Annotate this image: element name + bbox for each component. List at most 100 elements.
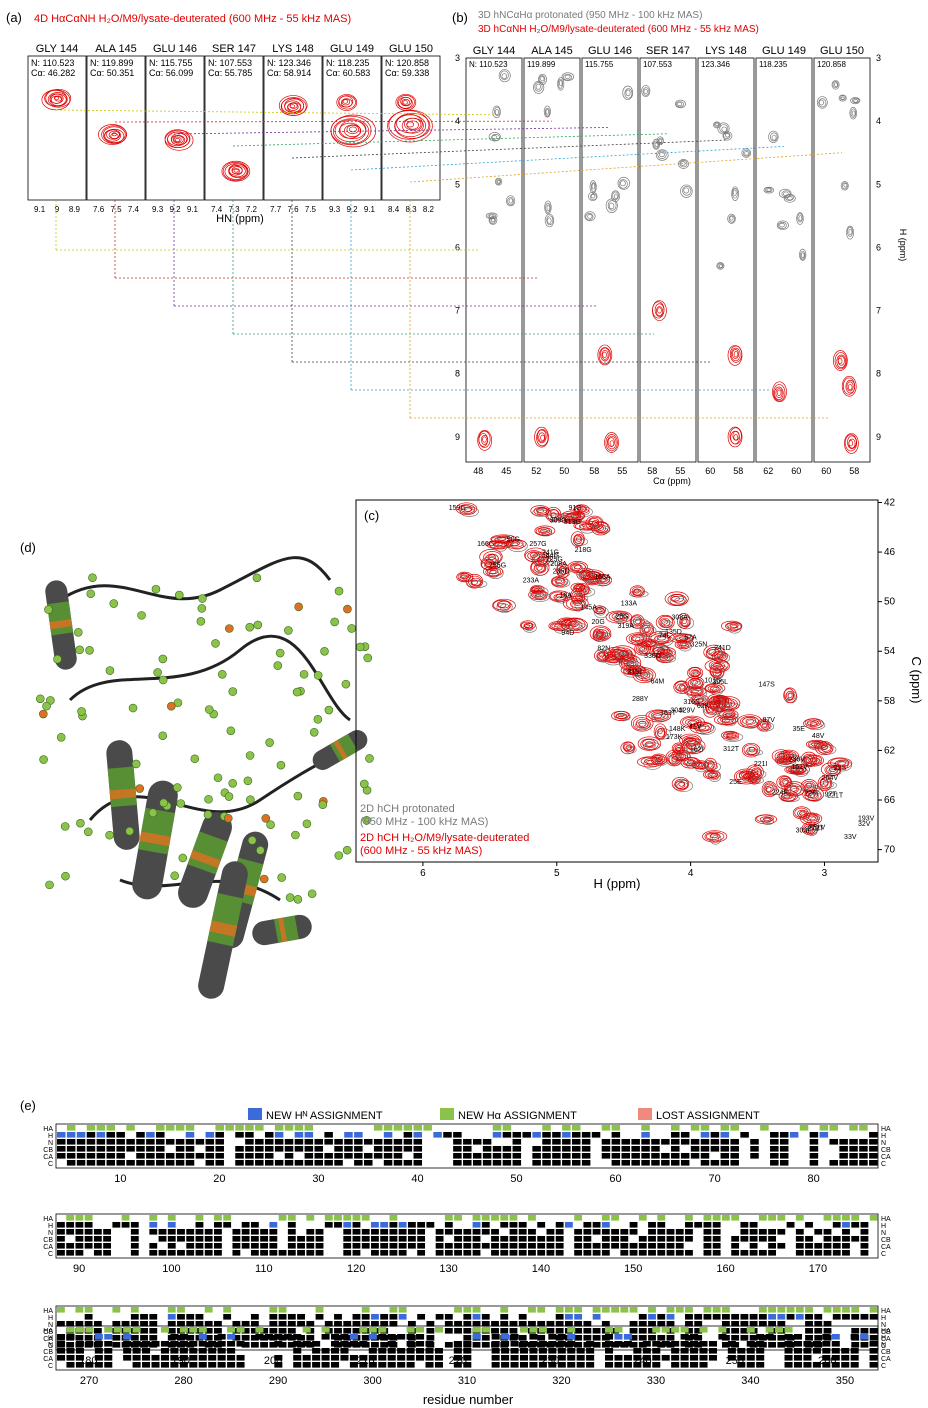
assignment-cell: [236, 1355, 245, 1361]
assignment-cell: [175, 1139, 185, 1145]
assignment-cell: [195, 1236, 204, 1242]
protonated-peak-ring: [783, 194, 796, 203]
deuterated-peak: [592, 628, 606, 642]
assignment-cell: [694, 1335, 703, 1341]
deuterated-peak: [673, 680, 690, 694]
assignment-cell: [236, 1327, 245, 1333]
peak-ring: [174, 138, 180, 142]
deuterated-peak: [803, 718, 824, 729]
assignment-cell: [657, 1229, 666, 1235]
assignment-cell: [860, 1342, 869, 1348]
assignment-cell: [315, 1243, 324, 1249]
deuterated-peak-ring: [691, 679, 699, 685]
protonated-peak-ring: [484, 562, 496, 569]
deuterated-peak-ring: [712, 667, 721, 677]
peak-assignment-label: 235D: [553, 569, 570, 576]
assignment-cell: [851, 1314, 860, 1320]
assignment-cell: [434, 1362, 443, 1368]
row-label-right: C: [881, 1363, 886, 1370]
strip-residue: GLU 149: [762, 45, 806, 57]
assignment-cell: [383, 1132, 393, 1138]
assignment-cell: [528, 1321, 536, 1327]
residue-bead: [198, 594, 207, 603]
assignment-cell: [699, 1327, 708, 1333]
assignment-cell: [250, 1229, 259, 1235]
assignment-cell: [380, 1321, 389, 1327]
assignment-cell: [685, 1307, 693, 1313]
assignment-cell: [373, 1153, 383, 1159]
assignment-cell: [167, 1236, 176, 1242]
assignment-cell: [472, 1243, 481, 1249]
peak-assignment-label: 135D: [665, 629, 682, 636]
assignment-cell: [591, 1132, 601, 1138]
assignment-cell: [75, 1362, 84, 1368]
assignment-cell: [312, 1348, 321, 1354]
assignment-cell: [156, 1132, 165, 1138]
assignment-cell: [149, 1335, 158, 1341]
assignment-cell: [652, 1348, 661, 1354]
protonated-peak-ring: [679, 160, 688, 168]
assignment-cell: [104, 1327, 113, 1333]
deuterated-peak-ring: [670, 594, 684, 603]
assignment-cell: [297, 1250, 305, 1256]
assignment-cell: [160, 1362, 169, 1368]
deuterated-peak-ring: [658, 615, 674, 628]
peak-assignment-label: 329V: [679, 708, 696, 715]
deuterated-peak-ring: [726, 733, 734, 738]
assignment-cell: [740, 1132, 749, 1138]
assignment-cell: [349, 1355, 358, 1361]
deuterated-peak-ring: [520, 621, 534, 630]
assignment-cell: [823, 1243, 832, 1249]
assignment-cell: [106, 1153, 116, 1159]
assignment-cell: [823, 1307, 832, 1313]
assignment-cell: [472, 1327, 481, 1333]
deuterated-peak: [630, 714, 654, 732]
panel-b-ytick-right: 8: [876, 369, 881, 379]
assignment-cell: [443, 1132, 452, 1138]
assignment-cell: [586, 1362, 595, 1368]
assignment-cell: [528, 1236, 536, 1242]
assignment-cell: [204, 1236, 213, 1242]
protonated-peak-ring: [841, 182, 848, 190]
assignment-cell: [472, 1139, 482, 1145]
assignment-cell: [641, 1125, 650, 1131]
assignment-cell: [84, 1215, 93, 1221]
assignment-cell: [819, 1132, 829, 1138]
assignment-cell: [518, 1236, 527, 1242]
deuterated-peak-ring: [595, 631, 604, 640]
assignment-cell: [293, 1334, 302, 1340]
assignment-cell: [574, 1321, 583, 1327]
deuterated-peak-ring: [480, 556, 499, 571]
deuterated-peak-ring: [598, 347, 611, 365]
strip-n-shift: 115.755: [585, 60, 614, 69]
protonated-peak-ring: [833, 82, 838, 87]
assignment-cell: [869, 1307, 878, 1313]
assignment-cell: [84, 1236, 93, 1242]
assignment-cell: [136, 1146, 145, 1152]
peak-assignment-label: 315L: [627, 669, 643, 676]
assignment-cell: [444, 1229, 453, 1235]
assignment-cell: [481, 1243, 490, 1249]
assignment-cell: [130, 1335, 139, 1341]
residue-bead: [245, 622, 255, 632]
assignment-cell: [557, 1355, 566, 1361]
residue-bead: [60, 822, 70, 831]
deuterated-peak-ring: [594, 649, 610, 662]
deuterated-peak: [680, 757, 701, 769]
residue-bead: [39, 755, 48, 764]
residue-bead: [246, 795, 255, 804]
deuterated-peak-ring: [632, 617, 642, 626]
assignment-cell: [758, 1314, 767, 1320]
assignment-cell: [215, 1132, 224, 1138]
deuterated-peak-ring: [729, 345, 743, 363]
assignment-cell: [425, 1362, 434, 1368]
assignment-cell: [389, 1222, 398, 1228]
residue-bead: [341, 679, 351, 689]
strip-residue: GLU 149: [330, 43, 374, 55]
assignment-cell: [680, 1334, 689, 1340]
assignment-cell: [805, 1335, 813, 1341]
protonated-peak-ring: [658, 137, 664, 145]
assignment-cell: [453, 1146, 462, 1152]
assignment-cell: [96, 1132, 106, 1138]
assignment-cell: [435, 1236, 444, 1242]
